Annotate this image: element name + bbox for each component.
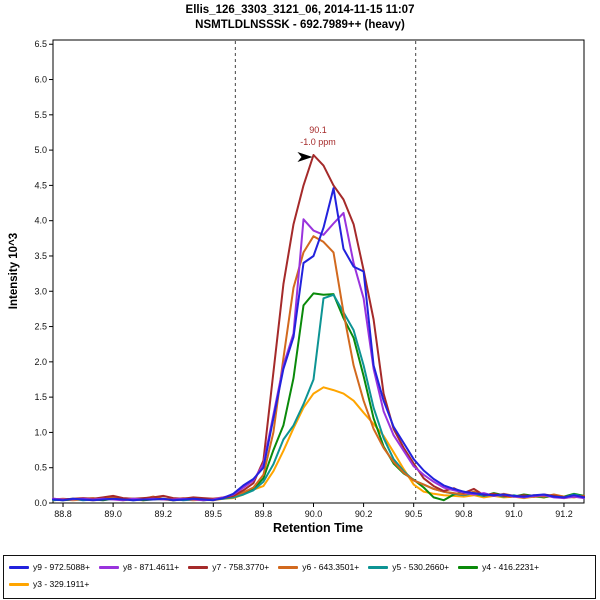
- y-tick-label: 2.0: [34, 357, 47, 367]
- series-y3-trace: [52, 386, 585, 502]
- legend-item-y4: y4 - 416.2231+: [458, 560, 539, 574]
- series-y7-trace: [52, 154, 585, 501]
- x-tick-label: 89.8: [255, 509, 273, 519]
- x-tick-label: 89.5: [205, 509, 223, 519]
- legend-item-y5: y5 - 530.2660+: [368, 560, 449, 574]
- legend-label: y5 - 530.2660+: [392, 562, 450, 572]
- legend-item-y6: y6 - 643.3501+: [278, 560, 359, 574]
- legend-label: y8 - 871.4611+: [122, 562, 180, 572]
- peak-annotation: 90.1 -1.0 ppm: [288, 124, 348, 148]
- legend-line-swatch: [368, 565, 389, 569]
- peak-rt-label: 90.1: [309, 125, 327, 135]
- y-tick-label: 4.0: [34, 216, 47, 226]
- x-axis-title: Retention Time: [272, 521, 364, 535]
- legend-label: y4 - 416.2231+: [482, 562, 540, 572]
- legend-line-swatch: [458, 565, 479, 569]
- y-tick-label: 6.0: [34, 75, 47, 85]
- series-y8-trace: [52, 211, 585, 502]
- y-tick-label: 1.0: [34, 427, 47, 437]
- y-axis-title: Intensity 10^3: [8, 232, 20, 310]
- y-tick-label: 5.0: [34, 145, 47, 155]
- y-tick-label: 6.5: [34, 39, 47, 49]
- legend-label: y3 - 329.1911+: [33, 579, 90, 589]
- x-tick-label: 91.0: [505, 509, 523, 519]
- peak-ppm-label: -1.0 ppm: [300, 137, 336, 147]
- series-y5-trace: [52, 293, 585, 502]
- legend-item-y7: y7 - 758.3770+: [188, 560, 269, 574]
- legend-box: y9 - 972.5088+ y8 - 871.4611+ y7 - 758.377…: [3, 555, 596, 599]
- x-tick-label: 89.0: [104, 509, 122, 519]
- legend-line-swatch: [98, 565, 119, 569]
- y-tick-label: 5.5: [34, 110, 47, 120]
- y-tick-label: 0.5: [34, 463, 47, 473]
- chart-title: Ellis_126_3303_3121_06, 2014-11-15 11:07: [185, 4, 415, 16]
- x-tick-label: 90.2: [355, 509, 373, 519]
- y-tick-label: 1.5: [34, 392, 47, 402]
- legend-label: y6 - 643.3501+: [302, 562, 360, 572]
- series-y4-trace: [52, 292, 585, 502]
- x-tick-label: 88.8: [54, 509, 72, 519]
- y-tick-label: 0.0: [34, 498, 47, 508]
- x-tick-label: 89.2: [154, 509, 172, 519]
- series-y9-trace: [52, 187, 585, 502]
- y-tick-label: 4.5: [34, 180, 47, 190]
- y-tick-label: 2.5: [34, 322, 47, 332]
- x-tick-label: 91.2: [555, 509, 573, 519]
- chart-subtitle: NSMTLDLNSSSK - 692.7989++ (heavy): [195, 19, 405, 31]
- y-tick-label: 3.0: [34, 286, 47, 296]
- x-tick-label: 90.0: [305, 509, 323, 519]
- legend-item-y9: y9 - 972.5088+: [9, 560, 90, 574]
- x-tick-label: 90.5: [405, 509, 423, 519]
- x-tick-label: 90.8: [455, 509, 473, 519]
- chromatogram-plot[interactable]: 88.8 89.0 89.2 89.5 89.8 90.0 90.2 90.5 90.8 91.0…: [0, 0, 600, 552]
- legend-item-y8: y8 - 871.4611+: [98, 560, 180, 574]
- peak-arrow-icon: [297, 152, 313, 163]
- legend-label: y9 - 972.5088+: [33, 562, 90, 572]
- y-tick-label: 3.5: [34, 251, 47, 261]
- legend-line-swatch: [9, 565, 29, 569]
- legend-line-swatch: [278, 565, 299, 569]
- legend-item-y3: y3 - 329.1911+: [9, 577, 89, 591]
- series-y6-trace: [52, 235, 585, 501]
- plot-frame: [52, 39, 585, 504]
- legend-label: y7 - 758.3770+: [212, 562, 270, 572]
- legend-line-swatch: [188, 565, 209, 569]
- legend-line-swatch: [9, 582, 29, 586]
